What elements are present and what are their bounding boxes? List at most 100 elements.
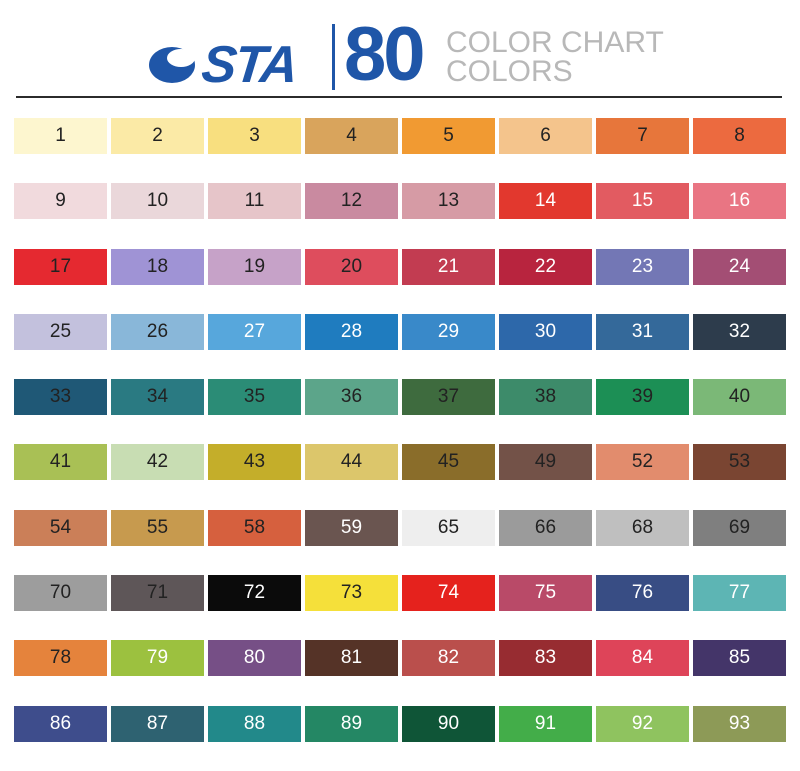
logo-swoosh-icon bbox=[149, 47, 195, 83]
color-swatch-34: 34 bbox=[111, 379, 204, 416]
color-swatch-77: 77 bbox=[693, 575, 786, 612]
color-swatch-92: 92 bbox=[596, 705, 689, 742]
swatch-row: 9 10 11 12 13 14 15 16 bbox=[14, 183, 792, 220]
color-swatch-80: 80 bbox=[208, 640, 301, 677]
color-swatch-23: 23 bbox=[596, 248, 689, 285]
color-swatch-38: 38 bbox=[499, 379, 592, 416]
color-swatch-76: 76 bbox=[596, 575, 689, 612]
color-swatch-17: 17 bbox=[14, 248, 107, 285]
color-swatch-13: 13 bbox=[402, 183, 495, 220]
color-swatch-33: 33 bbox=[14, 379, 107, 416]
color-swatch-9: 9 bbox=[14, 183, 107, 220]
color-swatch-19: 19 bbox=[208, 248, 301, 285]
color-swatch-16: 16 bbox=[693, 183, 786, 220]
color-swatch-27: 27 bbox=[208, 313, 301, 350]
swatch-row: 86 87 88 89 90 91 92 93 bbox=[14, 705, 792, 742]
color-swatch-86: 86 bbox=[14, 705, 107, 742]
color-swatch-72: 72 bbox=[208, 575, 301, 612]
color-swatch-32: 32 bbox=[693, 313, 786, 350]
swatch-row: 41 42 43 44 45 49 52 53 bbox=[14, 444, 792, 481]
swatch-row: 17 18 19 20 21 22 23 24 bbox=[14, 248, 792, 285]
color-swatch-91: 91 bbox=[499, 705, 592, 742]
color-swatch-22: 22 bbox=[499, 248, 592, 285]
color-swatch-39: 39 bbox=[596, 379, 689, 416]
header-divider bbox=[332, 24, 335, 90]
color-swatch-59: 59 bbox=[305, 509, 398, 546]
color-swatch-58: 58 bbox=[208, 509, 301, 546]
color-swatch-45: 45 bbox=[402, 444, 495, 481]
color-swatch-25: 25 bbox=[14, 313, 107, 350]
color-swatch-3: 3 bbox=[208, 118, 301, 154]
brand-name: STA bbox=[198, 36, 300, 94]
color-swatch-5: 5 bbox=[402, 118, 495, 154]
color-swatch-44: 44 bbox=[305, 444, 398, 481]
color-swatch-55: 55 bbox=[111, 509, 204, 546]
color-swatch-65: 65 bbox=[402, 509, 495, 546]
color-swatch-42: 42 bbox=[111, 444, 204, 481]
color-swatch-14: 14 bbox=[499, 183, 592, 220]
color-swatch-2: 2 bbox=[111, 118, 204, 154]
color-swatch-93: 93 bbox=[693, 705, 786, 742]
color-swatch-89: 89 bbox=[305, 705, 398, 742]
color-swatch-74: 74 bbox=[402, 575, 495, 612]
color-swatch-10: 10 bbox=[111, 183, 204, 220]
color-swatch-71: 71 bbox=[111, 575, 204, 612]
color-swatch-4: 4 bbox=[305, 118, 398, 154]
color-swatch-20: 20 bbox=[305, 248, 398, 285]
subtitle-line-2: COLORS bbox=[446, 55, 573, 88]
color-chart-grid: 1 2 3 4 5 6 7 8 9 10 11 12 13 14 15 16 17 18 19 20 21 22 23 24 2… bbox=[14, 118, 792, 771]
subtitle-line-1: COLOR CHART bbox=[446, 26, 664, 59]
color-swatch-12: 12 bbox=[305, 183, 398, 220]
header: STA 80 COLOR CHART COLORS bbox=[0, 0, 800, 96]
swatch-row: 33 34 35 36 37 38 39 40 bbox=[14, 379, 792, 416]
swatch-row: 70 71 72 73 74 75 76 77 bbox=[14, 575, 792, 612]
color-swatch-21: 21 bbox=[402, 248, 495, 285]
color-swatch-83: 83 bbox=[499, 640, 592, 677]
color-swatch-31: 31 bbox=[596, 313, 689, 350]
color-swatch-66: 66 bbox=[499, 509, 592, 546]
subtitle: COLOR CHART COLORS bbox=[446, 26, 664, 88]
color-swatch-15: 15 bbox=[596, 183, 689, 220]
color-swatch-6: 6 bbox=[499, 118, 592, 154]
color-swatch-84: 84 bbox=[596, 640, 689, 677]
color-swatch-43: 43 bbox=[208, 444, 301, 481]
color-swatch-79: 79 bbox=[111, 640, 204, 677]
swatch-row: 25 26 27 28 29 30 31 32 bbox=[14, 313, 792, 350]
color-swatch-11: 11 bbox=[208, 183, 301, 220]
color-swatch-1: 1 bbox=[14, 118, 107, 154]
color-swatch-52: 52 bbox=[596, 444, 689, 481]
color-count: 80 bbox=[344, 12, 426, 97]
color-swatch-18: 18 bbox=[111, 248, 204, 285]
color-swatch-24: 24 bbox=[693, 248, 786, 285]
header-rule bbox=[16, 96, 782, 98]
color-swatch-70: 70 bbox=[14, 575, 107, 612]
color-swatch-28: 28 bbox=[305, 313, 398, 350]
color-swatch-29: 29 bbox=[402, 313, 495, 350]
color-swatch-82: 82 bbox=[402, 640, 495, 677]
color-swatch-75: 75 bbox=[499, 575, 592, 612]
color-swatch-68: 68 bbox=[596, 509, 689, 546]
color-swatch-40: 40 bbox=[693, 379, 786, 416]
color-swatch-90: 90 bbox=[402, 705, 495, 742]
color-swatch-49: 49 bbox=[499, 444, 592, 481]
color-swatch-54: 54 bbox=[14, 509, 107, 546]
color-swatch-30: 30 bbox=[499, 313, 592, 350]
color-swatch-78: 78 bbox=[14, 640, 107, 677]
color-swatch-7: 7 bbox=[596, 118, 689, 154]
color-swatch-87: 87 bbox=[111, 705, 204, 742]
color-swatch-73: 73 bbox=[305, 575, 398, 612]
color-swatch-85: 85 bbox=[693, 640, 786, 677]
swatch-row: 78 79 80 81 82 83 84 85 bbox=[14, 640, 792, 677]
color-swatch-41: 41 bbox=[14, 444, 107, 481]
color-swatch-88: 88 bbox=[208, 705, 301, 742]
color-swatch-35: 35 bbox=[208, 379, 301, 416]
color-swatch-53: 53 bbox=[693, 444, 786, 481]
color-swatch-69: 69 bbox=[693, 509, 786, 546]
color-swatch-81: 81 bbox=[305, 640, 398, 677]
swatch-row: 54 55 58 59 65 66 68 69 bbox=[14, 509, 792, 546]
color-swatch-36: 36 bbox=[305, 379, 398, 416]
color-swatch-8: 8 bbox=[693, 118, 786, 154]
sta-logo: STA bbox=[148, 36, 326, 94]
color-swatch-26: 26 bbox=[111, 313, 204, 350]
